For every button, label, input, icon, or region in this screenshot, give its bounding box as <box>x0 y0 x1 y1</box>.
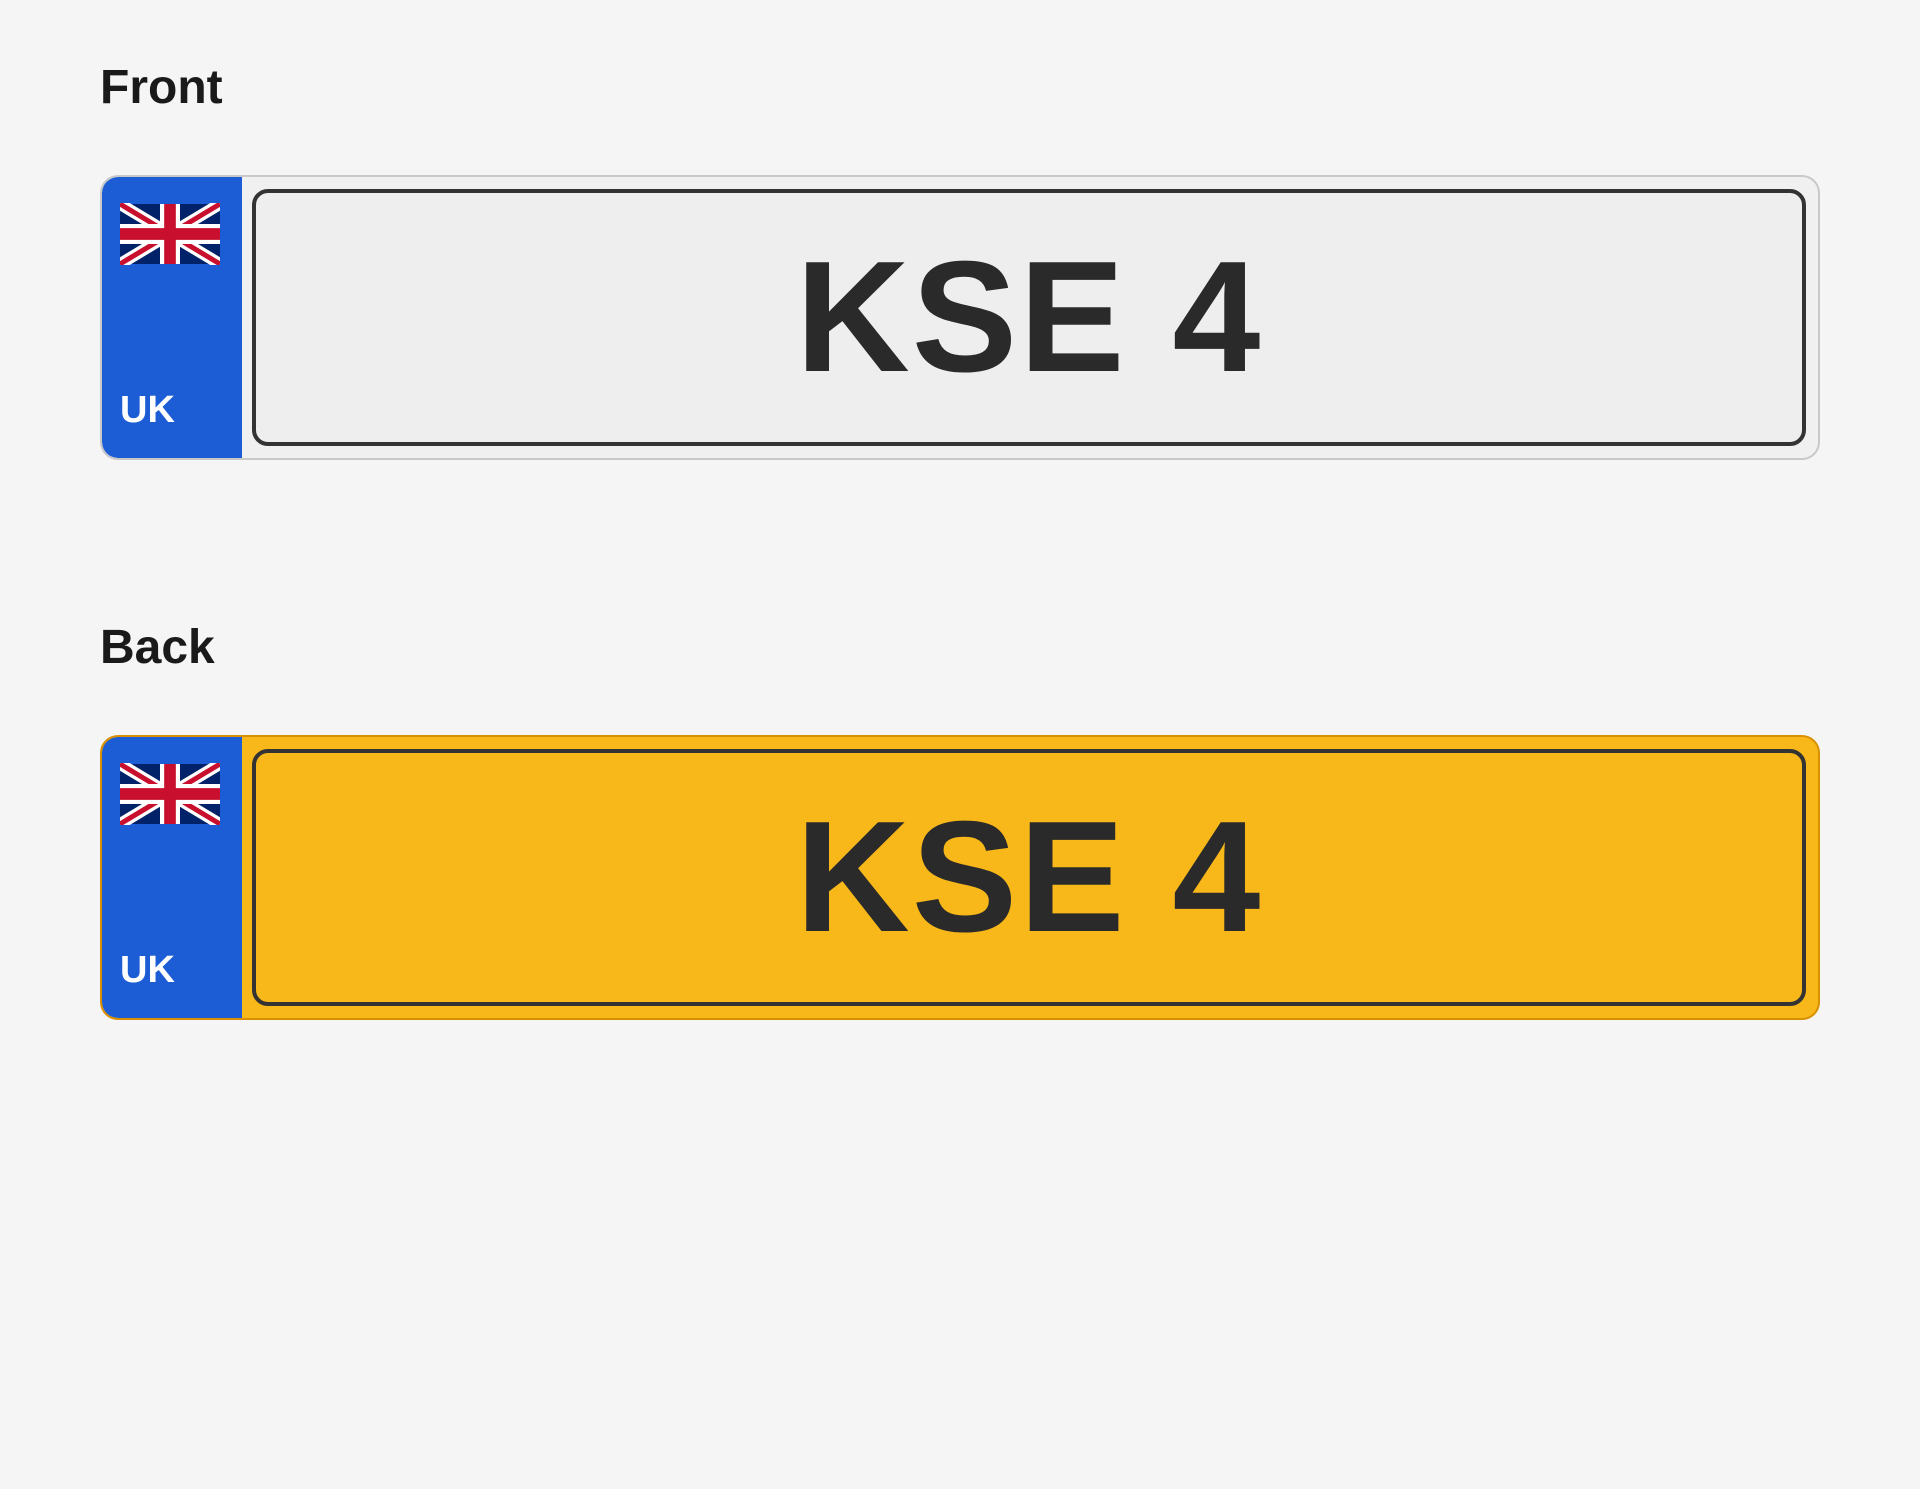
front-registration-text: KSE 4 <box>796 227 1263 408</box>
back-country-badge: UK <box>102 737 242 1018</box>
front-country-code: UK <box>120 389 224 432</box>
back-country-code: UK <box>120 949 224 992</box>
front-label: Front <box>100 60 1820 115</box>
uk-flag-icon <box>120 203 220 265</box>
front-plate-section: Front UK KSE 4 <box>100 60 1820 460</box>
back-plate-body: KSE 4 <box>252 749 1806 1006</box>
back-plate-section: Back UK KSE 4 <box>100 620 1820 1020</box>
uk-flag-icon <box>120 763 220 825</box>
front-country-badge: UK <box>102 177 242 458</box>
front-plate: UK KSE 4 <box>100 175 1820 460</box>
front-plate-body: KSE 4 <box>252 189 1806 446</box>
back-label: Back <box>100 620 1820 675</box>
back-registration-text: KSE 4 <box>796 787 1263 968</box>
back-plate: UK KSE 4 <box>100 735 1820 1020</box>
